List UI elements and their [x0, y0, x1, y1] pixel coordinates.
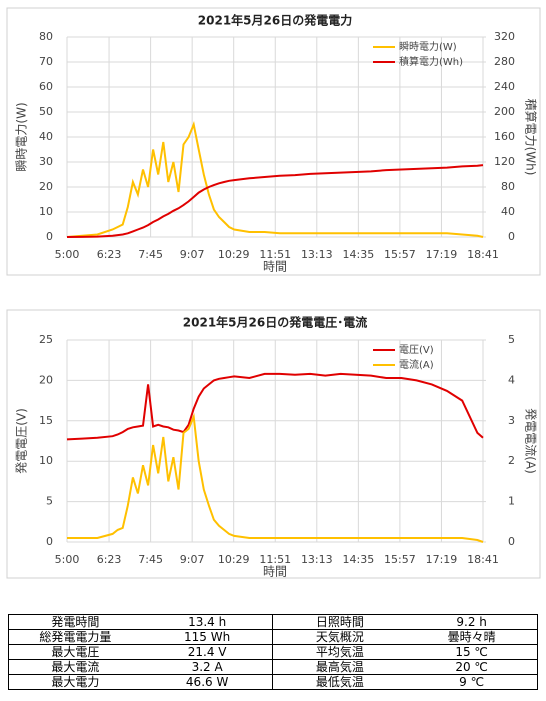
- cell-value: 21.4 V: [141, 644, 274, 660]
- x-tick-label: 18:41: [467, 248, 499, 261]
- x-tick-label: 10:29: [218, 553, 250, 566]
- cell-label: 最高気温: [272, 659, 407, 675]
- y2-tick-label: 4: [508, 373, 515, 386]
- chart-title: 2021年5月26日の発電電圧･電流: [183, 315, 367, 330]
- y-tick-label: 20: [39, 373, 53, 386]
- y2-tick-label: 320: [494, 30, 515, 43]
- summary-table: 発電時間 13.4 h 日照時間 9.2 h 総発電電力量 115 Wh 天気概況 曇時々晴最…: [7, 614, 539, 690]
- cell-label: 最低気温: [272, 674, 407, 690]
- legend-label: 瞬時電力(W): [399, 40, 457, 53]
- y2-tick-label: 3: [508, 414, 515, 427]
- x-tick-label: 17:19: [426, 553, 458, 566]
- y2-tick-label: 2: [508, 454, 515, 467]
- charts: 2021年5月26日の発電電力0102030405060708004080120…: [6, 7, 541, 579]
- cell-value: 20 ℃: [406, 659, 539, 675]
- y2-tick-label: 80: [501, 180, 515, 193]
- chart-title: 2021年5月26日の発電電力: [198, 13, 352, 28]
- y2-axis-label: 発電電流(A): [524, 408, 538, 474]
- cell-label: 日照時間: [272, 614, 407, 630]
- y2-tick-label: 1: [508, 495, 515, 508]
- series-line: [66, 121, 484, 238]
- cell-value: 115 Wh: [141, 629, 274, 645]
- x-tick-label: 14:35: [343, 248, 375, 261]
- y-axis-label: 発電電圧(V): [15, 408, 29, 474]
- y-tick-label: 10: [39, 454, 53, 467]
- y-tick-label: 15: [39, 414, 53, 427]
- cell-value: 9 ℃: [406, 674, 539, 690]
- x-tick-label: 5:00: [55, 553, 80, 566]
- y2-tick-label: 200: [494, 105, 515, 118]
- cell-label: 最大電力: [7, 674, 142, 690]
- table-row: 総発電電力量 115 Wh 天気概況 曇時々晴: [7, 629, 539, 645]
- x-tick-label: 14:35: [343, 553, 375, 566]
- cell-label: 総発電電力量: [7, 629, 142, 645]
- x-tick-label: 9:07: [180, 553, 205, 566]
- y-tick-label: 40: [39, 130, 53, 143]
- legend-label: 積算電力(Wh): [399, 55, 463, 68]
- y2-tick-label: 0: [508, 230, 515, 243]
- y2-tick-label: 280: [494, 55, 515, 68]
- x-tick-label: 7:45: [138, 248, 163, 261]
- y-tick-label: 20: [39, 180, 53, 193]
- y2-axis-label: 積算電力(Wh): [524, 99, 539, 176]
- y-tick-label: 30: [39, 155, 53, 168]
- y2-tick-label: 120: [494, 155, 515, 168]
- legend-label: 電圧(V): [399, 344, 434, 356]
- y-tick-label: 50: [39, 105, 53, 118]
- x-tick-label: 5:00: [55, 248, 80, 261]
- y-tick-label: 80: [39, 30, 53, 43]
- cell-value: 46.6 W: [141, 674, 274, 690]
- y2-tick-label: 0: [508, 535, 515, 548]
- cell-label: 最大電流: [7, 659, 142, 675]
- cell-value: 3.2 A: [141, 659, 274, 675]
- y-tick-label: 60: [39, 80, 53, 93]
- y2-tick-label: 40: [501, 205, 515, 218]
- y-tick-label: 5: [46, 495, 53, 508]
- series-line: [67, 412, 484, 543]
- cell-label: 天気概況: [272, 629, 407, 645]
- y2-tick-label: 240: [494, 80, 515, 93]
- y2-tick-label: 160: [494, 130, 515, 143]
- x-tick-label: 13:13: [301, 553, 333, 566]
- x-tick-label: 10:29: [218, 248, 250, 261]
- x-tick-label: 7:45: [138, 553, 163, 566]
- x-tick-label: 11:51: [259, 248, 291, 261]
- x-tick-label: 9:07: [180, 248, 205, 261]
- cell-value: 9.2 h: [406, 614, 539, 630]
- y-tick-label: 10: [39, 205, 53, 218]
- x-tick-label: 6:23: [97, 553, 122, 566]
- cell-value: 13.4 h: [141, 614, 274, 630]
- x-tick-label: 15:57: [384, 248, 416, 261]
- table-row: 最大電流 3.2 A 最高気温 20 ℃: [7, 659, 539, 675]
- y-tick-label: 25: [39, 333, 53, 346]
- y-axis-label: 瞬時電力(W): [15, 102, 29, 171]
- x-tick-label: 13:13: [301, 248, 333, 261]
- y-tick-label: 0: [46, 535, 53, 548]
- x-tick-label: 17:19: [426, 248, 458, 261]
- y-tick-label: 0: [46, 230, 53, 243]
- cell-value: 曇時々晴: [406, 629, 539, 645]
- cell-label: 最大電圧: [7, 644, 142, 660]
- x-tick-label: 6:23: [97, 248, 122, 261]
- cell-label: 発電時間: [7, 614, 142, 630]
- x-tick-label: 18:41: [467, 553, 499, 566]
- table-row: 発電時間 13.4 h 日照時間 9.2 h: [7, 614, 539, 630]
- series-line: [66, 164, 484, 238]
- cell-label: 平均気温: [272, 644, 407, 660]
- x-axis-label: 時間: [263, 260, 287, 274]
- series-line: [66, 372, 484, 441]
- table-row: 最大電力 46.6 W 最低気温 9 ℃: [7, 674, 539, 690]
- cell-value: 15 ℃: [406, 644, 539, 660]
- x-tick-label: 15:57: [384, 553, 416, 566]
- x-tick-label: 11:51: [259, 553, 291, 566]
- chart-frame: [6, 7, 541, 276]
- legend-label: 電流(A): [399, 358, 434, 371]
- y-tick-label: 70: [39, 55, 53, 68]
- chart-frame: [6, 309, 541, 579]
- x-axis-label: 時間: [263, 565, 287, 579]
- table-row: 最大電圧 21.4 V 平均気温 15 ℃: [7, 644, 539, 660]
- y2-tick-label: 5: [508, 333, 515, 346]
